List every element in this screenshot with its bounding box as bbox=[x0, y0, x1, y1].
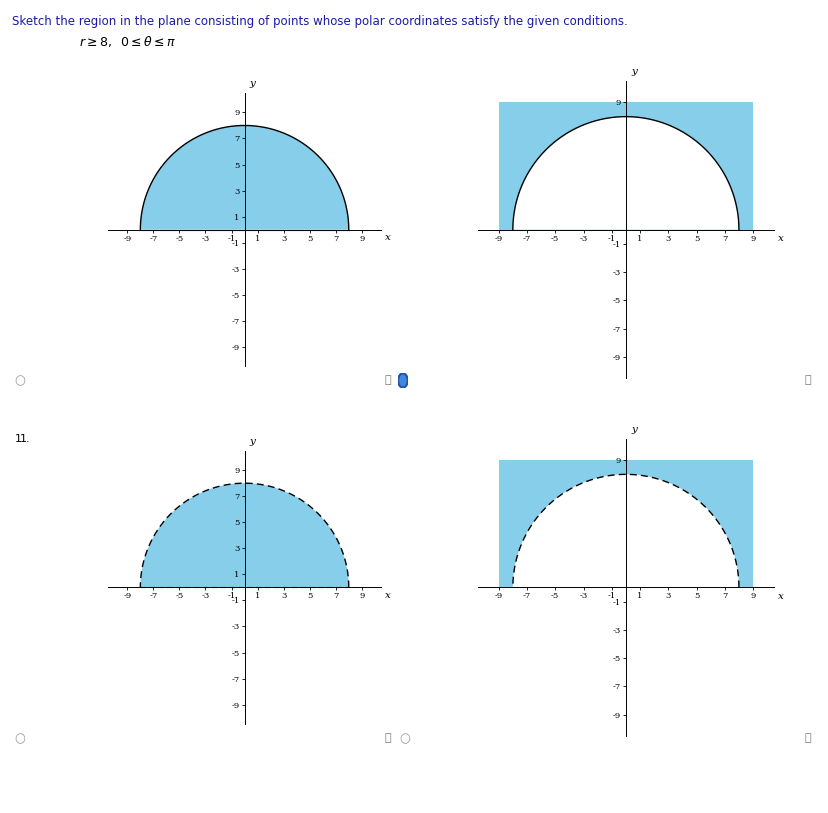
Polygon shape bbox=[513, 474, 738, 587]
Text: ○: ○ bbox=[398, 732, 410, 745]
Text: ○: ○ bbox=[14, 732, 26, 745]
Text: ⓘ: ⓘ bbox=[384, 376, 391, 385]
Text: Sketch the region in the plane consisting of points whose polar coordinates sati: Sketch the region in the plane consistin… bbox=[12, 15, 628, 28]
Text: x: x bbox=[384, 591, 390, 600]
Text: x: x bbox=[384, 233, 390, 242]
Text: x: x bbox=[777, 234, 783, 243]
Text: ○: ○ bbox=[14, 374, 26, 387]
Text: ⓘ: ⓘ bbox=[384, 733, 391, 743]
Text: x: x bbox=[777, 592, 783, 601]
Polygon shape bbox=[140, 125, 349, 229]
Polygon shape bbox=[498, 460, 752, 587]
Text: $r \geq 8, \;\; 0 \leq \theta \leq \pi$: $r \geq 8, \;\; 0 \leq \theta \leq \pi$ bbox=[79, 34, 176, 49]
Text: y: y bbox=[249, 437, 255, 446]
Polygon shape bbox=[140, 483, 349, 587]
Text: ⓘ: ⓘ bbox=[803, 733, 810, 743]
Circle shape bbox=[397, 373, 407, 388]
Text: 1.: 1. bbox=[15, 434, 25, 444]
Text: y: y bbox=[631, 67, 637, 76]
Polygon shape bbox=[498, 102, 752, 229]
Polygon shape bbox=[513, 116, 738, 229]
Text: 1.: 1. bbox=[20, 434, 31, 444]
Text: ⓘ: ⓘ bbox=[803, 376, 810, 385]
Text: y: y bbox=[631, 425, 637, 434]
Text: y: y bbox=[249, 80, 255, 89]
